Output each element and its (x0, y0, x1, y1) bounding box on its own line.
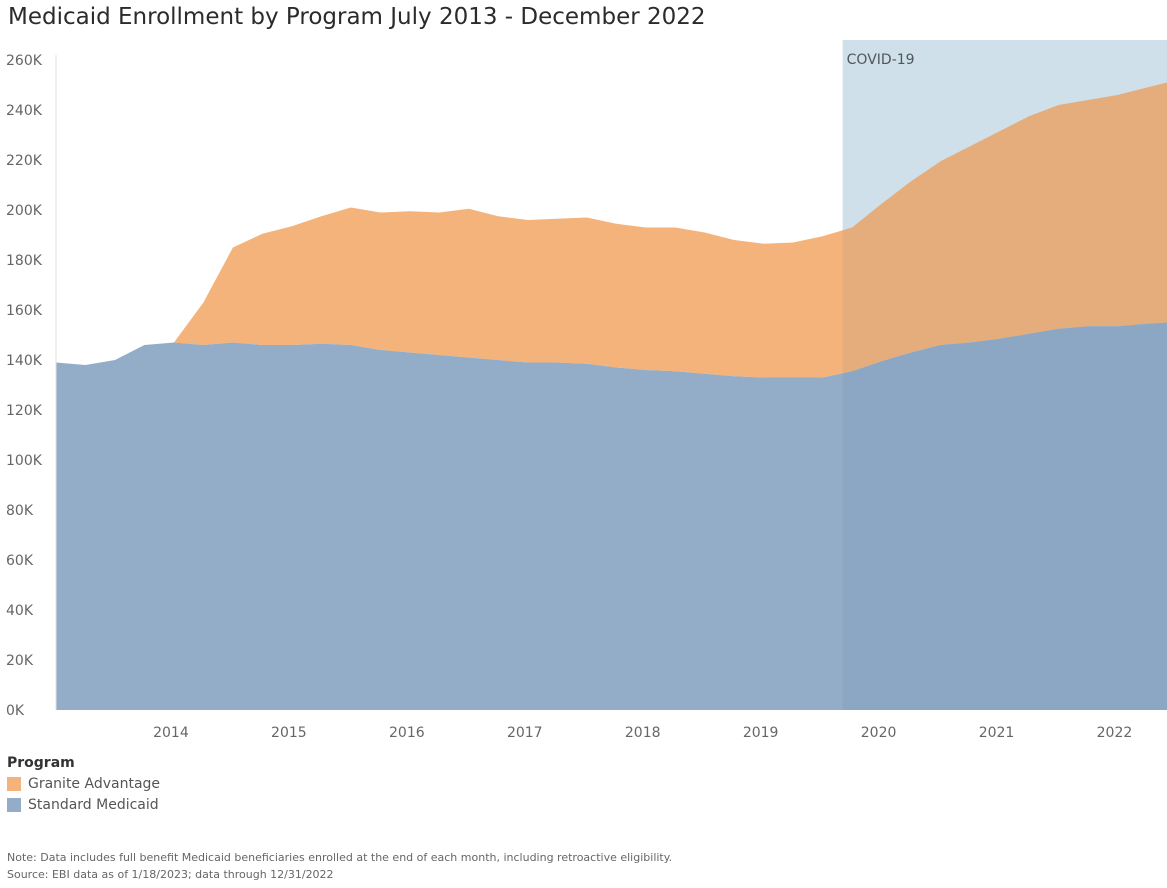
covid-band-overlay (842, 40, 1167, 710)
y-tick-label: 160K (6, 303, 43, 319)
legend-item-standard-medicaid[interactable]: Standard Medicaid (7, 794, 160, 815)
legend-item-granite-advantage[interactable]: Granite Advantage (7, 773, 160, 794)
series-area-granite-advantage (56, 82, 1167, 378)
x-tick-label: 2022 (1097, 725, 1133, 740)
legend-swatch-granite-advantage (7, 776, 21, 791)
y-tick-label: 240K (6, 103, 43, 119)
y-tick-label: 180K (6, 253, 43, 269)
x-tick-label: 2021 (979, 725, 1015, 740)
x-tick-label: 2017 (507, 725, 543, 740)
chart-title: Medicaid Enrollment by Program July 2013… (8, 4, 706, 30)
y-tick-label: 60K (6, 553, 34, 569)
series-area-standard-medicaid (56, 322, 1167, 710)
x-tick-label: 2018 (625, 725, 661, 740)
footnotes: Note: Data includes full benefit Medicai… (7, 849, 672, 883)
y-tick-label: 140K (6, 353, 43, 369)
y-tick-label: 100K (6, 453, 43, 469)
legend: Program Granite Advantage Standard Medic… (7, 755, 160, 815)
area-chart: COVID-19 0K 20K 40K 60K 80K 100K 120K 140K 160K 18… (6, 40, 1167, 740)
covid-label: COVID-19 (847, 52, 915, 68)
x-tick-label: 2019 (743, 725, 779, 740)
y-tick-label: 0K (6, 703, 25, 719)
x-tick-label: 2020 (861, 725, 897, 740)
x-tick-label: 2015 (271, 725, 307, 740)
y-tick-label: 200K (6, 203, 43, 219)
y-tick-label: 40K (6, 603, 34, 619)
x-tick-label: 2016 (389, 725, 425, 740)
y-tick-label: 120K (6, 403, 43, 419)
y-tick-label: 260K (6, 53, 43, 69)
legend-swatch-standard-medicaid (7, 797, 21, 812)
legend-title: Program (7, 755, 75, 771)
x-tick-label: 2014 (153, 725, 189, 740)
note-text: Note: Data includes full benefit Medicai… (7, 851, 673, 864)
source-text: Source: EBI data as of 1/18/2023; data t… (7, 868, 334, 881)
legend-label-granite-advantage: Granite Advantage (28, 775, 161, 792)
y-tick-label: 20K (6, 653, 34, 669)
y-tick-label: 220K (6, 153, 43, 169)
y-tick-label: 80K (6, 503, 34, 519)
legend-label-standard-medicaid: Standard Medicaid (28, 796, 159, 813)
